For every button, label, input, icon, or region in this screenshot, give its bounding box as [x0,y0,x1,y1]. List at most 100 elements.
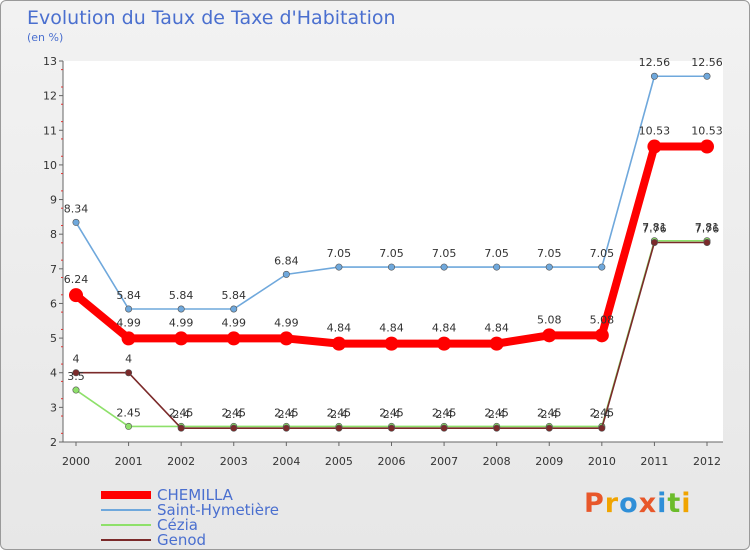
data-point [125,422,133,430]
x-tick-label: 2003 [220,455,248,468]
data-label: 7.76 [695,222,720,235]
data-label: 2.4 [383,408,401,421]
data-point [230,424,238,432]
data-label: 12.56 [691,56,723,69]
data-point [72,218,80,226]
legend-swatch-saint-hymetiere [101,509,151,511]
data-point [387,263,395,271]
x-tick-label: 2005 [325,455,353,468]
x-tick-label: 2008 [483,455,511,468]
legend-item-genod: Genod [101,531,341,549]
data-label: 2.45 [484,406,509,419]
logo-letter: t [667,488,682,519]
data-label: 7.05 [379,247,404,260]
data-point [650,238,658,246]
x-tick-label: 2012 [693,455,721,468]
y-tick-label: 9 [50,194,57,207]
data-point [594,328,609,343]
data-label: 7.05 [590,247,615,260]
legend-label: Genod [157,531,207,549]
data-label: 5.84 [222,289,247,302]
data-point [440,424,448,432]
logo-letter: x [638,488,658,519]
data-point [230,305,238,313]
logo-letter: r [604,488,620,519]
y-tick-label: 5 [50,332,57,345]
data-label: 4.99 [274,316,299,329]
logo-letter: i [681,488,692,519]
x-tick-label: 2000 [62,455,90,468]
data-label: 7.05 [484,247,509,260]
logo-letter: o [619,488,639,519]
legend-swatch-cezia [101,524,151,526]
data-label: 5.08 [537,313,562,326]
data-label: 8.34 [64,202,89,215]
data-label: 2.45 [274,406,299,419]
data-label: 7.76 [642,222,667,235]
y-tick-label: 10 [43,159,57,172]
data-point [598,424,606,432]
data-point [384,336,399,351]
proxiti-logo: Proxiti [584,488,692,519]
data-label: 2.4 [435,408,453,421]
data-label: 2.45 [379,406,404,419]
data-point [598,263,606,271]
legend-item-chemilla: CHEMILLA [101,486,341,504]
data-label: 2.45 [116,406,141,419]
legend-label: CHEMILLA [157,486,233,504]
data-label: 4.84 [327,322,352,335]
chart-title: Evolution du Taux de Taxe d'Habitation [27,7,396,29]
data-point [703,72,711,80]
data-label: 6.84 [274,254,299,267]
data-point [493,263,501,271]
data-point [279,331,294,346]
data-label: 2.45 [327,406,352,419]
data-point [177,424,185,432]
y-tick-label: 6 [50,297,57,310]
data-point [282,424,290,432]
data-point [545,263,553,271]
data-label: 7.05 [327,247,352,260]
data-label: 10.53 [691,125,723,138]
y-tick-label: 11 [43,124,57,137]
chart-subtitle: (en %) [27,31,64,44]
data-label: 4 [73,353,80,366]
data-label: 5.84 [169,289,194,302]
x-tick-label: 2006 [378,455,406,468]
data-point [493,424,501,432]
data-label: 2.45 [222,406,247,419]
logo-letter: P [584,488,605,519]
y-tick-label: 4 [50,367,57,380]
data-point [545,424,553,432]
data-point [177,305,185,313]
data-point [387,424,395,432]
data-label: 2.45 [169,406,194,419]
data-point [700,139,714,154]
data-point [650,72,658,80]
data-label: 4.99 [116,316,141,329]
data-label: 4.99 [222,316,247,329]
data-label: 2.4 [278,408,296,421]
data-label: 7.05 [537,247,562,260]
data-point [125,305,133,313]
data-label: 4.84 [379,322,404,335]
data-label: 7.05 [432,247,457,260]
legend-item-saint-hymetiere: Saint-Hymetière [101,501,341,519]
data-point [174,331,189,346]
data-label: 5.08 [590,313,615,326]
data-label: 10.53 [639,125,671,138]
legend-swatch-genod [101,539,151,541]
y-tick-label: 12 [43,90,57,103]
data-point [542,328,557,343]
data-label: 2.4 [172,408,190,421]
data-label: 2.4 [225,408,243,421]
y-tick-label: 8 [50,228,57,241]
data-point [489,336,504,351]
x-tick-label: 2001 [115,455,143,468]
data-label: 2.4 [488,408,506,421]
y-tick-label: 2 [50,436,57,449]
data-label: 4.99 [169,316,194,329]
data-label: 5.84 [116,289,141,302]
data-label: 2.45 [537,406,562,419]
data-point [331,336,346,351]
